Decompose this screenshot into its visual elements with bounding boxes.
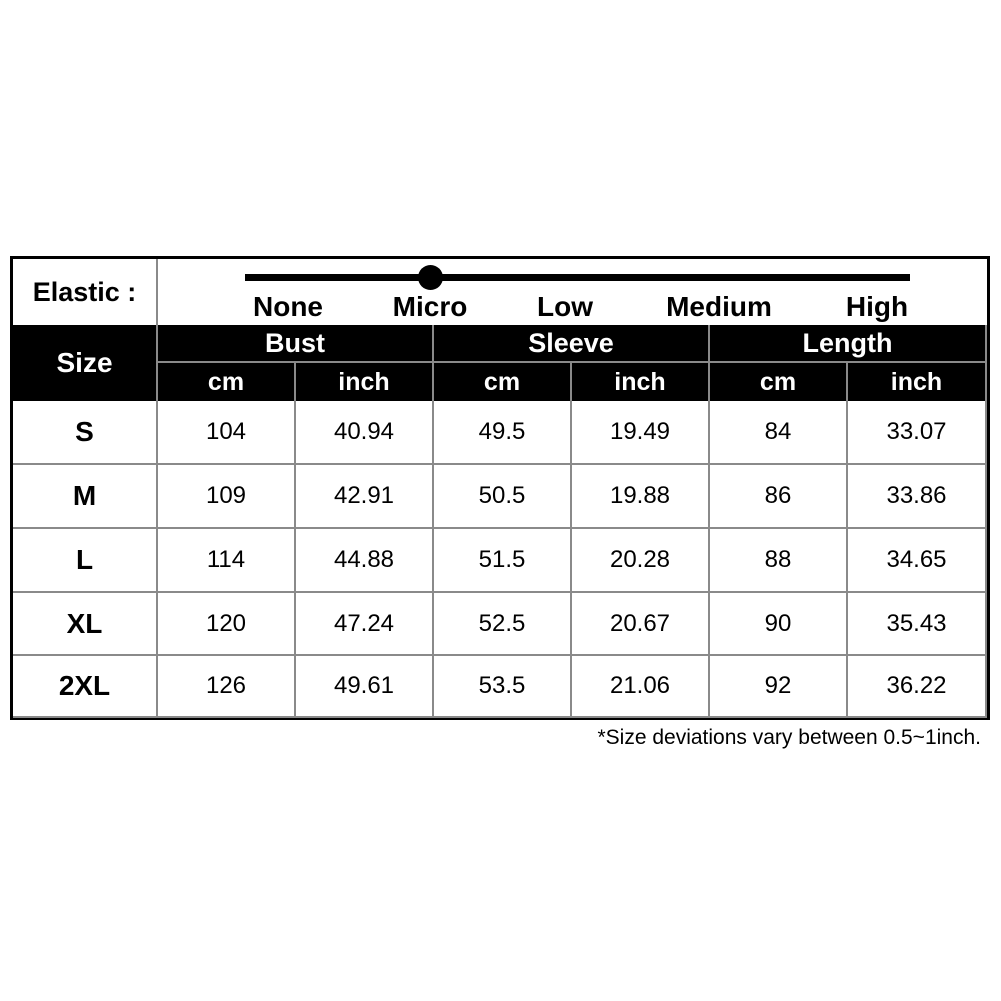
header-group-sleeve: Sleeve	[434, 325, 710, 363]
table-cell: 44.88	[296, 529, 434, 593]
elastic-scale: None Micro Low Medium High	[158, 259, 987, 325]
table-cell: 33.86	[848, 465, 987, 529]
table-cell: 126	[158, 656, 296, 718]
header-group-bust: Bust	[158, 325, 434, 363]
table-cell: 36.22	[848, 656, 987, 718]
table-cell: 88	[710, 529, 848, 593]
table-cell: 19.49	[572, 401, 710, 465]
size-chart-table: Elastic : None Micro Low Medium High Siz…	[10, 256, 990, 720]
table-cell: 104	[158, 401, 296, 465]
table-cell: 42.91	[296, 465, 434, 529]
table-cell: 51.5	[434, 529, 572, 593]
table-cell: 40.94	[296, 401, 434, 465]
table-cell: 53.5	[434, 656, 572, 718]
header-unit-inch: inch	[296, 363, 434, 401]
table-cell: 50.5	[434, 465, 572, 529]
table-cell: 20.28	[572, 529, 710, 593]
elastic-level-low: Low	[537, 291, 593, 322]
size-label: XL	[13, 593, 158, 656]
table-cell: 114	[158, 529, 296, 593]
table-cell: 49.5	[434, 401, 572, 465]
elastic-level-medium: Medium	[666, 291, 772, 322]
table-cell: 21.06	[572, 656, 710, 718]
size-deviation-note: *Size deviations vary between 0.5~1inch.	[597, 726, 982, 749]
table-cell: 84	[710, 401, 848, 465]
table-cell: 49.61	[296, 656, 434, 718]
table-cell: 20.67	[572, 593, 710, 656]
header-group-length: Length	[710, 325, 987, 363]
table-cell: 109	[158, 465, 296, 529]
table-cell: 52.5	[434, 593, 572, 656]
elastic-indicator-dot	[418, 265, 443, 290]
size-label: L	[13, 529, 158, 593]
size-label: S	[13, 401, 158, 465]
elastic-level-none: None	[253, 291, 323, 322]
header-size: Size	[13, 325, 158, 401]
table-cell: 47.24	[296, 593, 434, 656]
table-cell: 120	[158, 593, 296, 656]
elastic-level-micro: Micro	[392, 291, 468, 322]
table-cell: 34.65	[848, 529, 987, 593]
table-cell: 90	[710, 593, 848, 656]
table-cell: 92	[710, 656, 848, 718]
header-unit-cm: cm	[710, 363, 848, 401]
elastic-level-high: High	[845, 291, 909, 322]
elastic-label: Elastic :	[13, 259, 158, 325]
header-unit-cm: cm	[158, 363, 296, 401]
table-cell: 86	[710, 465, 848, 529]
header-unit-inch: inch	[572, 363, 710, 401]
header-unit-inch: inch	[848, 363, 987, 401]
size-label: 2XL	[13, 656, 158, 718]
elastic-scale-line	[245, 274, 910, 281]
table-cell: 35.43	[848, 593, 987, 656]
size-label: M	[13, 465, 158, 529]
header-unit-cm: cm	[434, 363, 572, 401]
table-cell: 19.88	[572, 465, 710, 529]
table-cell: 33.07	[848, 401, 987, 465]
